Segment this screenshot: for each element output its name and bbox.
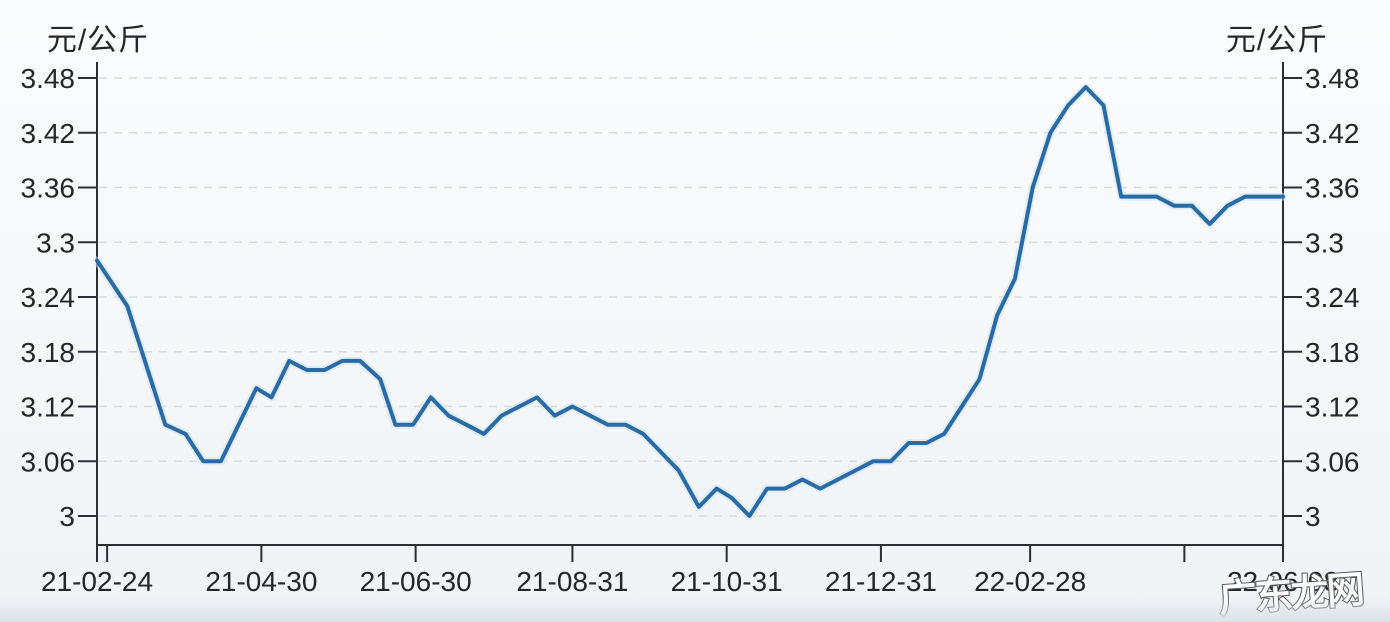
y-tick-label-left: 3.48 bbox=[21, 63, 76, 94]
y-tick-label-right: 3.24 bbox=[1305, 282, 1360, 313]
axis-ticks bbox=[78, 77, 1302, 562]
x-tick-label: 21-02-24 bbox=[41, 566, 153, 597]
x-tick-label: 21-04-30 bbox=[205, 566, 317, 597]
y-axis-title-left: 元/公斤 bbox=[46, 24, 150, 57]
gridlines bbox=[99, 77, 1281, 517]
y-tick-label-left: 3.42 bbox=[21, 118, 76, 149]
x-tick-label: 21-06-30 bbox=[360, 566, 472, 597]
y-tick-label-left: 3.24 bbox=[21, 282, 76, 313]
y-tick-label-left: 3 bbox=[59, 501, 75, 532]
y-tick-label-left: 3.3 bbox=[36, 227, 75, 258]
y-tick-label-right: 3.42 bbox=[1305, 118, 1360, 149]
y-tick-label-right: 3.3 bbox=[1305, 227, 1344, 258]
y-tick-label-right: 3.06 bbox=[1305, 446, 1360, 477]
watermark: 广东龙网 bbox=[1218, 569, 1365, 621]
x-tick-label: 21-10-31 bbox=[671, 566, 783, 597]
price-line-halo bbox=[93, 83, 1287, 520]
axis-frame bbox=[96, 62, 1284, 546]
y-tick-label-left: 3.06 bbox=[21, 446, 76, 477]
x-tick-label: 21-08-31 bbox=[516, 566, 628, 597]
y-axis-title-right: 元/公斤 bbox=[1225, 24, 1329, 57]
y-tick-label-right: 3.48 bbox=[1305, 63, 1360, 94]
y-tick-label-right: 3.12 bbox=[1305, 392, 1360, 423]
y-tick-label-left: 3.18 bbox=[21, 337, 76, 368]
x-tick-label: 22-06-08 bbox=[1227, 566, 1339, 597]
y-tick-label-left: 3.12 bbox=[21, 392, 76, 423]
y-tick-label-right: 3.18 bbox=[1305, 337, 1360, 368]
y-tick-label-right: 3 bbox=[1305, 501, 1321, 532]
price-line bbox=[95, 85, 1285, 518]
y-tick-label-right: 3.36 bbox=[1305, 173, 1360, 204]
tick-labels: 3 3 3.06 3.06 3.12 3.12 3.18 3.18 3.24 3.24 3.3 3.3… bbox=[21, 63, 1360, 597]
y-tick-label-left: 3.36 bbox=[21, 173, 76, 204]
x-tick-label: 22-02-28 bbox=[974, 566, 1086, 597]
x-tick-label: 21-12-31 bbox=[825, 566, 937, 597]
